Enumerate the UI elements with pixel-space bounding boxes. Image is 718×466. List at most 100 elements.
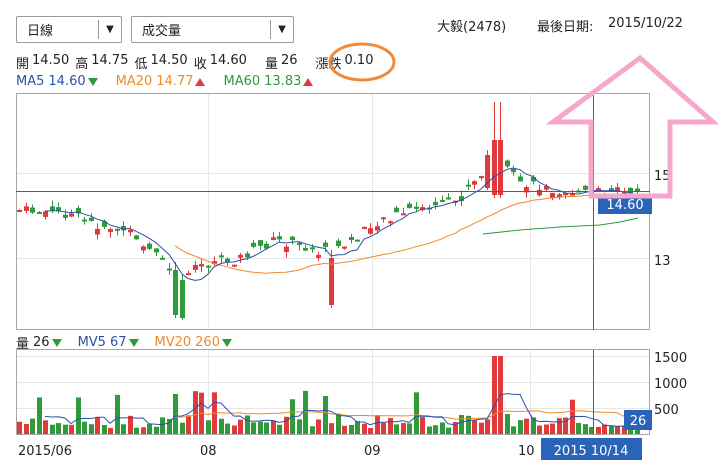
mv20-label: MV20 (154, 335, 192, 350)
x-tick-08: 08 (200, 444, 217, 459)
candle-body (375, 226, 380, 231)
volume-bar (167, 419, 172, 434)
volume-bar (69, 424, 74, 434)
candle-body (102, 221, 107, 227)
candle-body (394, 207, 399, 213)
candle-body (128, 229, 133, 233)
volume-bar (589, 427, 594, 434)
down-arrow-icon (128, 338, 139, 347)
current-price-label: 14.60 (606, 198, 643, 213)
candle-body (225, 258, 230, 263)
ma5-value: 14.60 (48, 74, 86, 89)
candle-body (368, 228, 373, 234)
candle-body (349, 237, 354, 241)
volume-bar (225, 423, 230, 434)
candle-body (193, 264, 198, 270)
candle-body (388, 221, 393, 224)
ohlc-row: 開 14.50 高 14.75 低 14.50 收 14.60 量 26 漲跌 … (16, 53, 379, 72)
candle-body (583, 185, 588, 190)
volume-bar (297, 419, 302, 434)
volume-bar (381, 422, 386, 434)
volume-bar (37, 397, 42, 434)
volume-tick-1000: 1000 (654, 377, 687, 392)
ma60-value: 13.83 (264, 74, 302, 89)
volume-bar (82, 421, 87, 434)
low-value: 14.50 (150, 53, 188, 68)
candle-body (615, 187, 620, 191)
last-date-value: 2015/10/22 (608, 16, 683, 31)
volume-bar (414, 392, 419, 434)
mv5-legend: MV5 67 (78, 333, 139, 352)
candle-body (492, 140, 497, 195)
volume-value: 26 (280, 53, 298, 68)
candle-body (115, 228, 120, 231)
mv5-label: MV5 (77, 335, 106, 350)
volume-bar (362, 423, 367, 434)
select-divider (98, 20, 99, 39)
indicator-select-value: 成交量 (142, 24, 182, 39)
change-value: 0.10 (344, 53, 374, 68)
candle-body (173, 270, 178, 315)
volume-bar (76, 397, 81, 434)
ma5-line (44, 167, 638, 281)
volume-bar (63, 424, 68, 434)
volume-bar (154, 426, 159, 434)
volume-bar (407, 423, 412, 434)
mv5-line (44, 393, 638, 428)
volume-bar (284, 416, 289, 434)
volume-bar (557, 418, 562, 434)
open-value: 14.50 (32, 53, 70, 68)
volume-bar (368, 427, 373, 434)
ma5-label: MA5 (16, 74, 45, 89)
volume-bar (628, 429, 633, 434)
candle-body (219, 255, 224, 258)
down-arrow-icon (51, 338, 62, 347)
volume-label: 量 (264, 57, 278, 72)
volume-bar (505, 414, 510, 434)
volume-bar (264, 422, 269, 434)
change-label: 漲跌 (315, 57, 342, 72)
ma20-value: 14.77 (156, 74, 194, 89)
volume-bar (453, 421, 458, 434)
candle-body (245, 253, 250, 258)
volume-bar (147, 423, 152, 434)
candle-body (596, 188, 601, 191)
candle-body (609, 188, 614, 192)
volume-bar (472, 419, 477, 434)
candle-body (199, 264, 204, 267)
candle-body (570, 193, 575, 196)
volume-bar (30, 418, 35, 434)
candle-body (50, 206, 55, 211)
candle-body (557, 194, 562, 198)
volume-bar (485, 419, 490, 434)
volume-bar (394, 424, 399, 434)
candle-body (524, 187, 529, 193)
vol-value: 26 (33, 335, 50, 350)
volume-bar (550, 423, 555, 434)
candle-body (76, 207, 81, 214)
volume-bar (349, 424, 354, 434)
candle-body (316, 254, 321, 258)
volume-bar (355, 421, 360, 434)
volume-bar (43, 420, 48, 434)
up-arrow-icon (303, 77, 314, 86)
ma20-label: MA20 (115, 74, 153, 89)
volume-bar (440, 422, 445, 434)
crosshair-date-tag (541, 438, 642, 460)
volume-bar (95, 417, 100, 434)
indicator-select[interactable]: 成交量 ▼ (131, 16, 294, 43)
volume-bar (537, 425, 542, 434)
ma60-legend: MA60 13.83 (223, 74, 314, 89)
candle-body (505, 160, 510, 167)
volume-bar (492, 356, 497, 434)
vol-legend: 量 26 (16, 333, 62, 352)
candle-body (141, 246, 146, 251)
candle-body (303, 247, 308, 251)
candle-body (264, 243, 269, 249)
candle-body (167, 268, 172, 271)
candle-body (56, 207, 61, 212)
candle-body (297, 242, 302, 245)
period-select[interactable]: 日線 ▼ (16, 16, 122, 43)
candle-body (290, 236, 295, 241)
candle-body (479, 176, 484, 179)
